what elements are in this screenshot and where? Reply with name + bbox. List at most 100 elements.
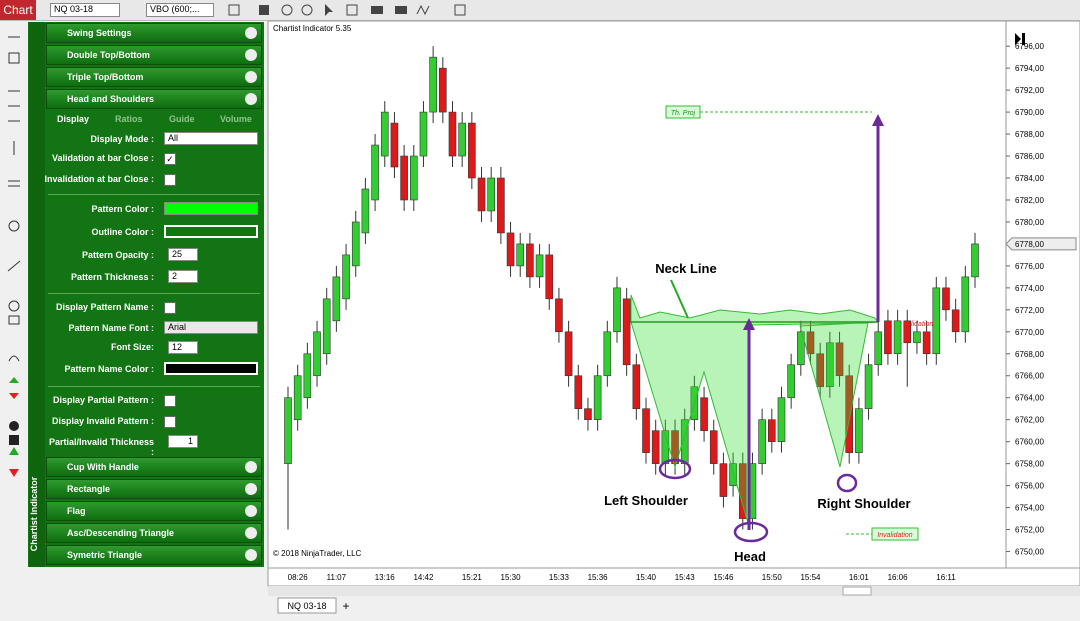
section-header[interactable]: Rectangle [46, 479, 262, 499]
side-strip [29, 22, 45, 567]
y-tick-label: 6754,00 [1015, 504, 1044, 513]
candle-body [942, 287, 950, 311]
y-tick-label: 6794,00 [1015, 64, 1044, 73]
candle-body [293, 375, 302, 420]
x-tick-label: 16:11 [936, 573, 956, 582]
indicator-select[interactable]: VBO (600;... [146, 3, 214, 17]
select[interactable]: All [164, 132, 258, 145]
annotation: Left Shoulder [604, 493, 688, 508]
color-picker[interactable] [164, 202, 258, 215]
tab[interactable]: Volume [220, 114, 252, 124]
setting-label: Display Pattern Name : [55, 302, 154, 312]
color-picker[interactable] [164, 225, 258, 238]
candle-body [806, 331, 815, 355]
candle-body [613, 287, 621, 333]
x-tick-label: 15:43 [675, 573, 696, 582]
tab[interactable]: Guide [169, 114, 195, 124]
y-tick-label: 6782,00 [1015, 196, 1044, 205]
y-tick-label: 6758,00 [1015, 460, 1044, 469]
tab[interactable]: Display [57, 114, 90, 124]
checkbox[interactable] [164, 416, 176, 428]
y-tick-label: 6766,00 [1015, 372, 1044, 381]
setting-label: Partial/Invalid Thickness : [48, 437, 154, 457]
candle-body [835, 342, 844, 377]
chart-button[interactable]: Chart [0, 0, 36, 20]
candle-body [651, 430, 660, 464]
color-picker[interactable] [164, 362, 258, 375]
last-price-label: 6778,00 [1015, 240, 1044, 249]
candle-body [971, 243, 979, 278]
section-header[interactable]: Triple Top/Bottom [46, 67, 262, 87]
candle-body [555, 298, 563, 333]
chart-tab[interactable]: NQ 03-18 [287, 601, 326, 611]
candle-body [477, 177, 486, 212]
checkbox[interactable] [164, 395, 176, 407]
section-header[interactable]: Cup With Handle [46, 457, 262, 477]
candle-body [409, 155, 418, 201]
spinner[interactable]: 1 [168, 435, 198, 448]
candle-body [932, 287, 941, 355]
y-tick-label: 6762,00 [1015, 416, 1044, 425]
candle-body [313, 331, 321, 377]
copyright: © 2018 NinjaTrader, LLC [273, 549, 362, 558]
candle-body [303, 353, 312, 399]
candle-body [342, 254, 350, 300]
spinner[interactable]: 2 [168, 270, 198, 283]
candle-body [322, 298, 331, 355]
section-header[interactable]: Swing Settings [46, 23, 262, 43]
x-tick-label: 15:40 [636, 573, 657, 582]
candle-body [584, 408, 592, 420]
y-tick-label: 6764,00 [1015, 394, 1044, 403]
candle-body [903, 320, 912, 344]
candle-body [864, 364, 873, 410]
setting-label: Display Partial Pattern : [52, 395, 154, 405]
x-tick-label: 15:36 [588, 573, 609, 582]
annotation: Head [734, 549, 766, 564]
candle-body [913, 331, 921, 344]
section-header[interactable]: Head and Shoulders [46, 89, 262, 109]
candle-body [400, 155, 408, 201]
candle-body [855, 408, 863, 453]
x-tick-label: 16:06 [888, 573, 909, 582]
checkbox[interactable] [164, 174, 176, 186]
setting-label: Outline Color : [91, 227, 155, 237]
section-header[interactable]: Double Top/Bottom [46, 45, 262, 65]
x-tick-label: 15:21 [462, 573, 483, 582]
y-tick-label: 6776,00 [1015, 262, 1044, 271]
y-tick-label: 6784,00 [1015, 174, 1044, 183]
checkbox[interactable]: ✓ [164, 153, 176, 165]
candle-body [893, 320, 902, 355]
setting-label: Validation at bar Close : [51, 153, 154, 163]
candle-body [603, 331, 612, 377]
section-header[interactable]: Asc/Descending Triangle [46, 523, 262, 543]
checkbox[interactable] [164, 302, 176, 314]
y-tick-label: 6796,00 [1015, 42, 1044, 51]
y-tick-label: 6760,00 [1015, 438, 1044, 447]
spinner[interactable]: 25 [168, 248, 198, 261]
candle-body [526, 243, 534, 278]
annotation: Right Shoulder [817, 496, 910, 511]
candle-body [700, 397, 708, 431]
spinner[interactable]: 12 [168, 341, 198, 354]
annotation: Invalidation [877, 532, 913, 539]
last-price-marker [1005, 237, 1077, 251]
chart-title: Chartist Indicator 5.35 [273, 24, 352, 33]
candle-body [545, 254, 554, 300]
candle-body [768, 419, 776, 442]
candle-body [826, 342, 834, 388]
section-header[interactable]: Symetric Triangle [46, 545, 262, 565]
y-tick-label: 6770,00 [1015, 328, 1044, 337]
y-tick-label: 6752,00 [1015, 526, 1044, 535]
candle-body [380, 111, 389, 157]
candle-body [332, 276, 341, 322]
candle-body [951, 309, 960, 333]
tab[interactable]: Ratios [115, 114, 143, 124]
instrument-select[interactable]: NQ 03-18 [50, 3, 120, 17]
select[interactable]: Arial [164, 321, 258, 334]
candle-body [535, 254, 544, 278]
y-tick-label: 6750,00 [1015, 548, 1044, 557]
section-header[interactable]: Flag [46, 501, 262, 521]
candle-body [574, 375, 583, 410]
